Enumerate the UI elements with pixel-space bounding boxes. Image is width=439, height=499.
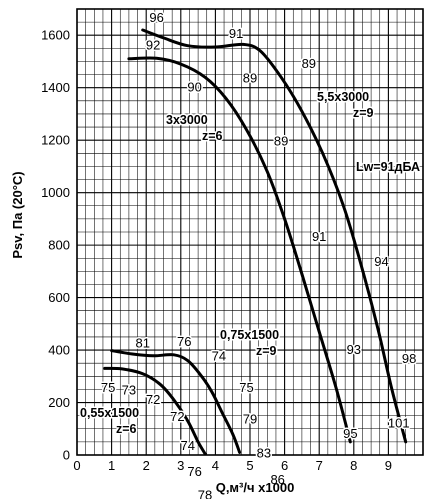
series-label: z=6 — [116, 422, 137, 436]
series-curve — [127, 56, 352, 444]
series-label: 3x3000 — [166, 113, 208, 127]
sound-level-label: 72 — [170, 409, 184, 424]
sound-level-label: 95 — [343, 426, 357, 441]
sound-level-label: 101 — [388, 415, 410, 430]
sound-level-label: 86 — [270, 472, 284, 487]
sound-level-label: 89 — [243, 70, 257, 85]
sound-level-label: 89 — [302, 56, 316, 71]
y-tick-label: 1600 — [41, 28, 70, 43]
sound-level-label: 90 — [187, 80, 201, 95]
sound-level-label: 96 — [149, 10, 163, 25]
series-curve — [110, 349, 242, 454]
series-label: z=9 — [256, 344, 277, 358]
series-label: 0,55x1500 — [80, 406, 139, 420]
sound-level-label: 93 — [347, 342, 361, 357]
sound-level-label: 78 — [198, 488, 212, 499]
series-curve — [141, 28, 408, 444]
sound-level-label: 94 — [374, 254, 388, 269]
y-tick-label: 600 — [48, 290, 70, 305]
y-tick-label: 1200 — [41, 133, 70, 148]
sound-level-label: 72 — [146, 392, 160, 407]
sound-level-label: 74 — [212, 349, 226, 364]
x-tick-label: 2 — [143, 458, 150, 473]
sound-power-label: Lw=91дБА — [356, 160, 420, 174]
x-tick-label: 3 — [177, 458, 184, 473]
y-tick-label: 400 — [48, 343, 70, 358]
x-tick-label: 8 — [350, 458, 357, 473]
series-label: z=9 — [353, 106, 374, 120]
series-labels: 5,5x3000 z=9 3x3000 z=6 0,75x1500 z=9 0,55x150… — [79, 89, 376, 438]
sound-level-label: 75 — [239, 380, 253, 395]
x-tick-label: 1 — [108, 458, 115, 473]
series-curve — [103, 366, 207, 456]
y-tick-label: 200 — [48, 395, 70, 410]
sound-level-label: 92 — [146, 38, 160, 53]
plot-frame — [76, 8, 424, 456]
x-tick-label: 6 — [281, 458, 288, 473]
sound-level-label: 74 — [180, 438, 194, 453]
y-tick-label: 0 — [63, 448, 70, 463]
x-tick-label: 4 — [212, 458, 219, 473]
grid-minor — [77, 8, 423, 455]
sound-level-label: 79 — [243, 412, 257, 427]
sound-level-label: 81 — [136, 335, 150, 350]
x-axis-label: Q,м³/ч x1000 — [216, 480, 295, 495]
y-axis-label: Psv, Па (20°C) — [10, 171, 25, 258]
x-tick-label: 7 — [316, 458, 323, 473]
sound-level-label: 98 — [402, 351, 416, 366]
sound-level-label: 73 — [122, 383, 136, 398]
x-tick-label: 5 — [246, 458, 253, 473]
sound-level-label: 91 — [312, 229, 326, 244]
sound-level-label: 76 — [177, 334, 191, 349]
sound-level-label: 89 — [274, 133, 288, 148]
x-tick-label: 0 — [73, 458, 80, 473]
x-tick-label: 9 — [385, 458, 392, 473]
x-tick-labels: 0 1 2 3 4 5 6 7 8 9 — [73, 458, 392, 473]
y-tick-label: 1000 — [41, 185, 70, 200]
series-label: 0,75x1500 — [220, 328, 279, 342]
series-label: z=6 — [202, 129, 223, 143]
series-label: 5,5x3000 — [317, 90, 369, 104]
sound-level-label: 83 — [257, 446, 271, 461]
y-tick-label: 800 — [48, 238, 70, 253]
sound-level-label: 76 — [187, 464, 201, 479]
y-tick-label: 1400 — [41, 80, 70, 95]
sound-level-label: 91 — [229, 26, 243, 41]
series-curves — [103, 28, 408, 456]
sound-level-label: 75 — [101, 380, 115, 395]
y-tick-labels: 0 200 400 600 800 1000 1200 1400 1600 — [41, 28, 70, 463]
